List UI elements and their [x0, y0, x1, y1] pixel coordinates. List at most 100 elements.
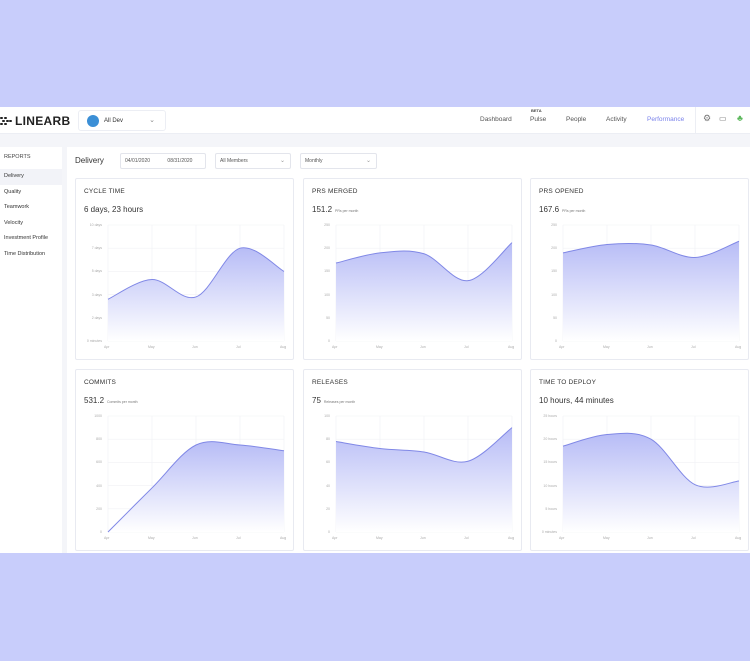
nav-people[interactable]: People	[566, 116, 587, 123]
date-to: 08/31/2020	[167, 158, 193, 164]
y-axis-tick: 100	[324, 292, 330, 297]
gear-icon[interactable]: ⚙	[703, 113, 712, 123]
x-axis-tick: Aug	[280, 345, 287, 349]
x-axis-tick: Jul	[236, 345, 241, 349]
chart-plot	[335, 415, 513, 533]
chevron-down-icon: ⌄	[149, 117, 155, 124]
card-metric-unit: Commits per month	[107, 400, 138, 404]
y-axis-tick: 100	[551, 292, 557, 297]
metric-card-prs-opened: PRS OPENED 167.6 PRs per month 0 50 100 150 2…	[530, 178, 749, 360]
x-axis-tick: Apr	[332, 345, 338, 349]
y-axis-tick: 0	[328, 339, 330, 343]
card-title: CYCLE TIME	[84, 188, 125, 195]
y-axis-tick: 20	[326, 506, 330, 511]
nav-activity[interactable]: Activity	[606, 116, 627, 123]
card-value: 531.2 Commits per month	[84, 396, 138, 405]
card-title: PRS MERGED	[312, 188, 358, 195]
chart-plot	[562, 224, 740, 342]
card-metric-unit: PRs per month	[562, 209, 586, 213]
y-axis-tick: 2 days	[91, 315, 102, 320]
area-chart[interactable]: 0 50 100 150 200 250 Apr May Jun Jul Aug	[304, 219, 523, 359]
chart-plot	[335, 224, 513, 342]
y-axis-tick: 0	[100, 530, 102, 534]
y-axis-tick: 40	[326, 483, 330, 488]
sidebar-item-quality[interactable]: Quality	[4, 188, 22, 195]
y-axis-tick: 250	[324, 223, 330, 227]
y-axis-tick: 150	[551, 269, 557, 274]
card-value: 167.6 PRs per month	[539, 205, 585, 214]
x-axis-tick: Apr	[559, 345, 565, 349]
sidebar-item-delivery[interactable]: Delivery	[0, 169, 62, 185]
area-chart[interactable]: 0 minutes 2 days 3 days 5 days 7 days 10 days…	[76, 219, 295, 359]
chart-plot	[107, 224, 285, 342]
card-metric-unit: Releases per month	[323, 400, 356, 404]
y-axis-tick: 5 hours	[545, 506, 557, 511]
x-axis-tick: Jun	[647, 536, 653, 540]
x-axis-tick: May	[148, 536, 155, 540]
x-axis-tick: Aug	[735, 345, 742, 349]
period-dropdown-value: Monthly	[305, 158, 323, 164]
date-range-picker[interactable]: 04/01/2020 08/31/2020	[120, 153, 206, 169]
y-axis-tick: 5 days	[91, 269, 102, 274]
header-divider	[695, 107, 696, 134]
x-axis-tick: Jul	[691, 345, 696, 349]
x-axis-tick: Jul	[464, 536, 469, 540]
team-avatar-icon	[87, 114, 99, 127]
beta-badge: BETA	[531, 108, 542, 113]
period-dropdown[interactable]: Monthly ⌄	[300, 153, 377, 169]
area-chart[interactable]: 0 50 100 150 200 250 Apr May Jun Jul Aug	[531, 219, 750, 359]
area-chart[interactable]: 0 20 40 60 80 100 Apr May Jun Jul Aug	[304, 410, 523, 550]
y-axis-tick: 400	[96, 483, 102, 488]
linearb-logo[interactable]: LINEARB	[0, 114, 70, 128]
sidebar-item-investment-profile[interactable]: Investment Profile	[4, 235, 49, 241]
y-axis-tick: 250	[551, 223, 557, 227]
x-axis-tick: May	[603, 345, 610, 349]
y-axis-tick: 80	[326, 437, 330, 442]
y-axis-tick: 600	[96, 460, 102, 465]
x-axis-tick: Aug	[280, 536, 287, 540]
sidebar-heading: REPORTS	[4, 154, 31, 160]
team-avatar-icon[interactable]: ♣	[737, 113, 743, 123]
app-window: LINEARB All Dev ⌄ Dashboard BETA Pulse P…	[0, 107, 750, 553]
sidebar-item-teamwork[interactable]: Teamwork	[4, 204, 30, 210]
card-value: 151.2 PRs per month	[312, 205, 358, 214]
sidebar-item-time-distribution[interactable]: Time Distribution	[4, 250, 46, 257]
x-axis-tick: Aug	[508, 536, 515, 540]
x-axis-tick: Jul	[691, 536, 696, 540]
metric-card-time-to-deploy: TIME TO DEPLOY 10 hours, 44 minutes 0 mi…	[530, 369, 749, 551]
y-axis-tick: 0	[328, 530, 330, 534]
x-axis-tick: Jul	[236, 536, 241, 540]
y-axis-tick: 15 hours	[543, 460, 557, 465]
y-axis-tick: 25 hours	[543, 414, 557, 418]
nav-dashboard[interactable]: Dashboard	[480, 116, 512, 123]
y-axis-tick: 150	[324, 269, 330, 274]
x-axis-tick: May	[148, 345, 155, 349]
folder-icon[interactable]: ▭	[719, 114, 727, 123]
card-title: PRS OPENED	[539, 188, 584, 195]
y-axis-tick: 50	[326, 315, 330, 320]
nav-performance[interactable]: Performance	[647, 116, 685, 123]
y-axis-tick: 800	[96, 437, 102, 442]
nav-pulse[interactable]: Pulse	[530, 116, 547, 123]
x-axis-tick: Apr	[104, 536, 110, 540]
area-chart[interactable]: 0 200 400 600 800 1000 Apr May Jun Jul Aug	[76, 410, 295, 550]
card-title: COMMITS	[84, 379, 117, 386]
members-dropdown[interactable]: All Members ⌄	[215, 153, 291, 169]
y-axis-tick: 0 minutes	[86, 339, 102, 343]
card-metric: 6 days, 23 hours	[84, 205, 144, 214]
card-metric-unit: PRs per month	[335, 209, 359, 213]
team-selector[interactable]: All Dev ⌄	[78, 110, 166, 131]
x-axis-tick: Aug	[735, 536, 742, 540]
reports-sidebar: REPORTS Delivery Quality Teamwork Veloci…	[0, 147, 62, 553]
x-axis-tick: Aug	[508, 345, 515, 349]
card-metric: 531.2	[84, 396, 105, 405]
card-title: TIME TO DEPLOY	[539, 379, 597, 386]
y-axis-tick: 0 minutes	[541, 530, 557, 534]
card-value: 10 hours, 44 minutes	[539, 396, 617, 405]
x-axis-tick: May	[376, 536, 383, 540]
y-axis-tick: 50	[553, 315, 557, 320]
filter-bar: Delivery 04/01/2020 08/31/2020 All Membe…	[67, 147, 750, 174]
area-chart[interactable]: 0 minutes 5 hours 10 hours 15 hours 20 hours…	[531, 410, 750, 550]
y-axis-tick: 200	[551, 246, 557, 251]
sidebar-item-velocity[interactable]: Velocity	[4, 219, 23, 226]
